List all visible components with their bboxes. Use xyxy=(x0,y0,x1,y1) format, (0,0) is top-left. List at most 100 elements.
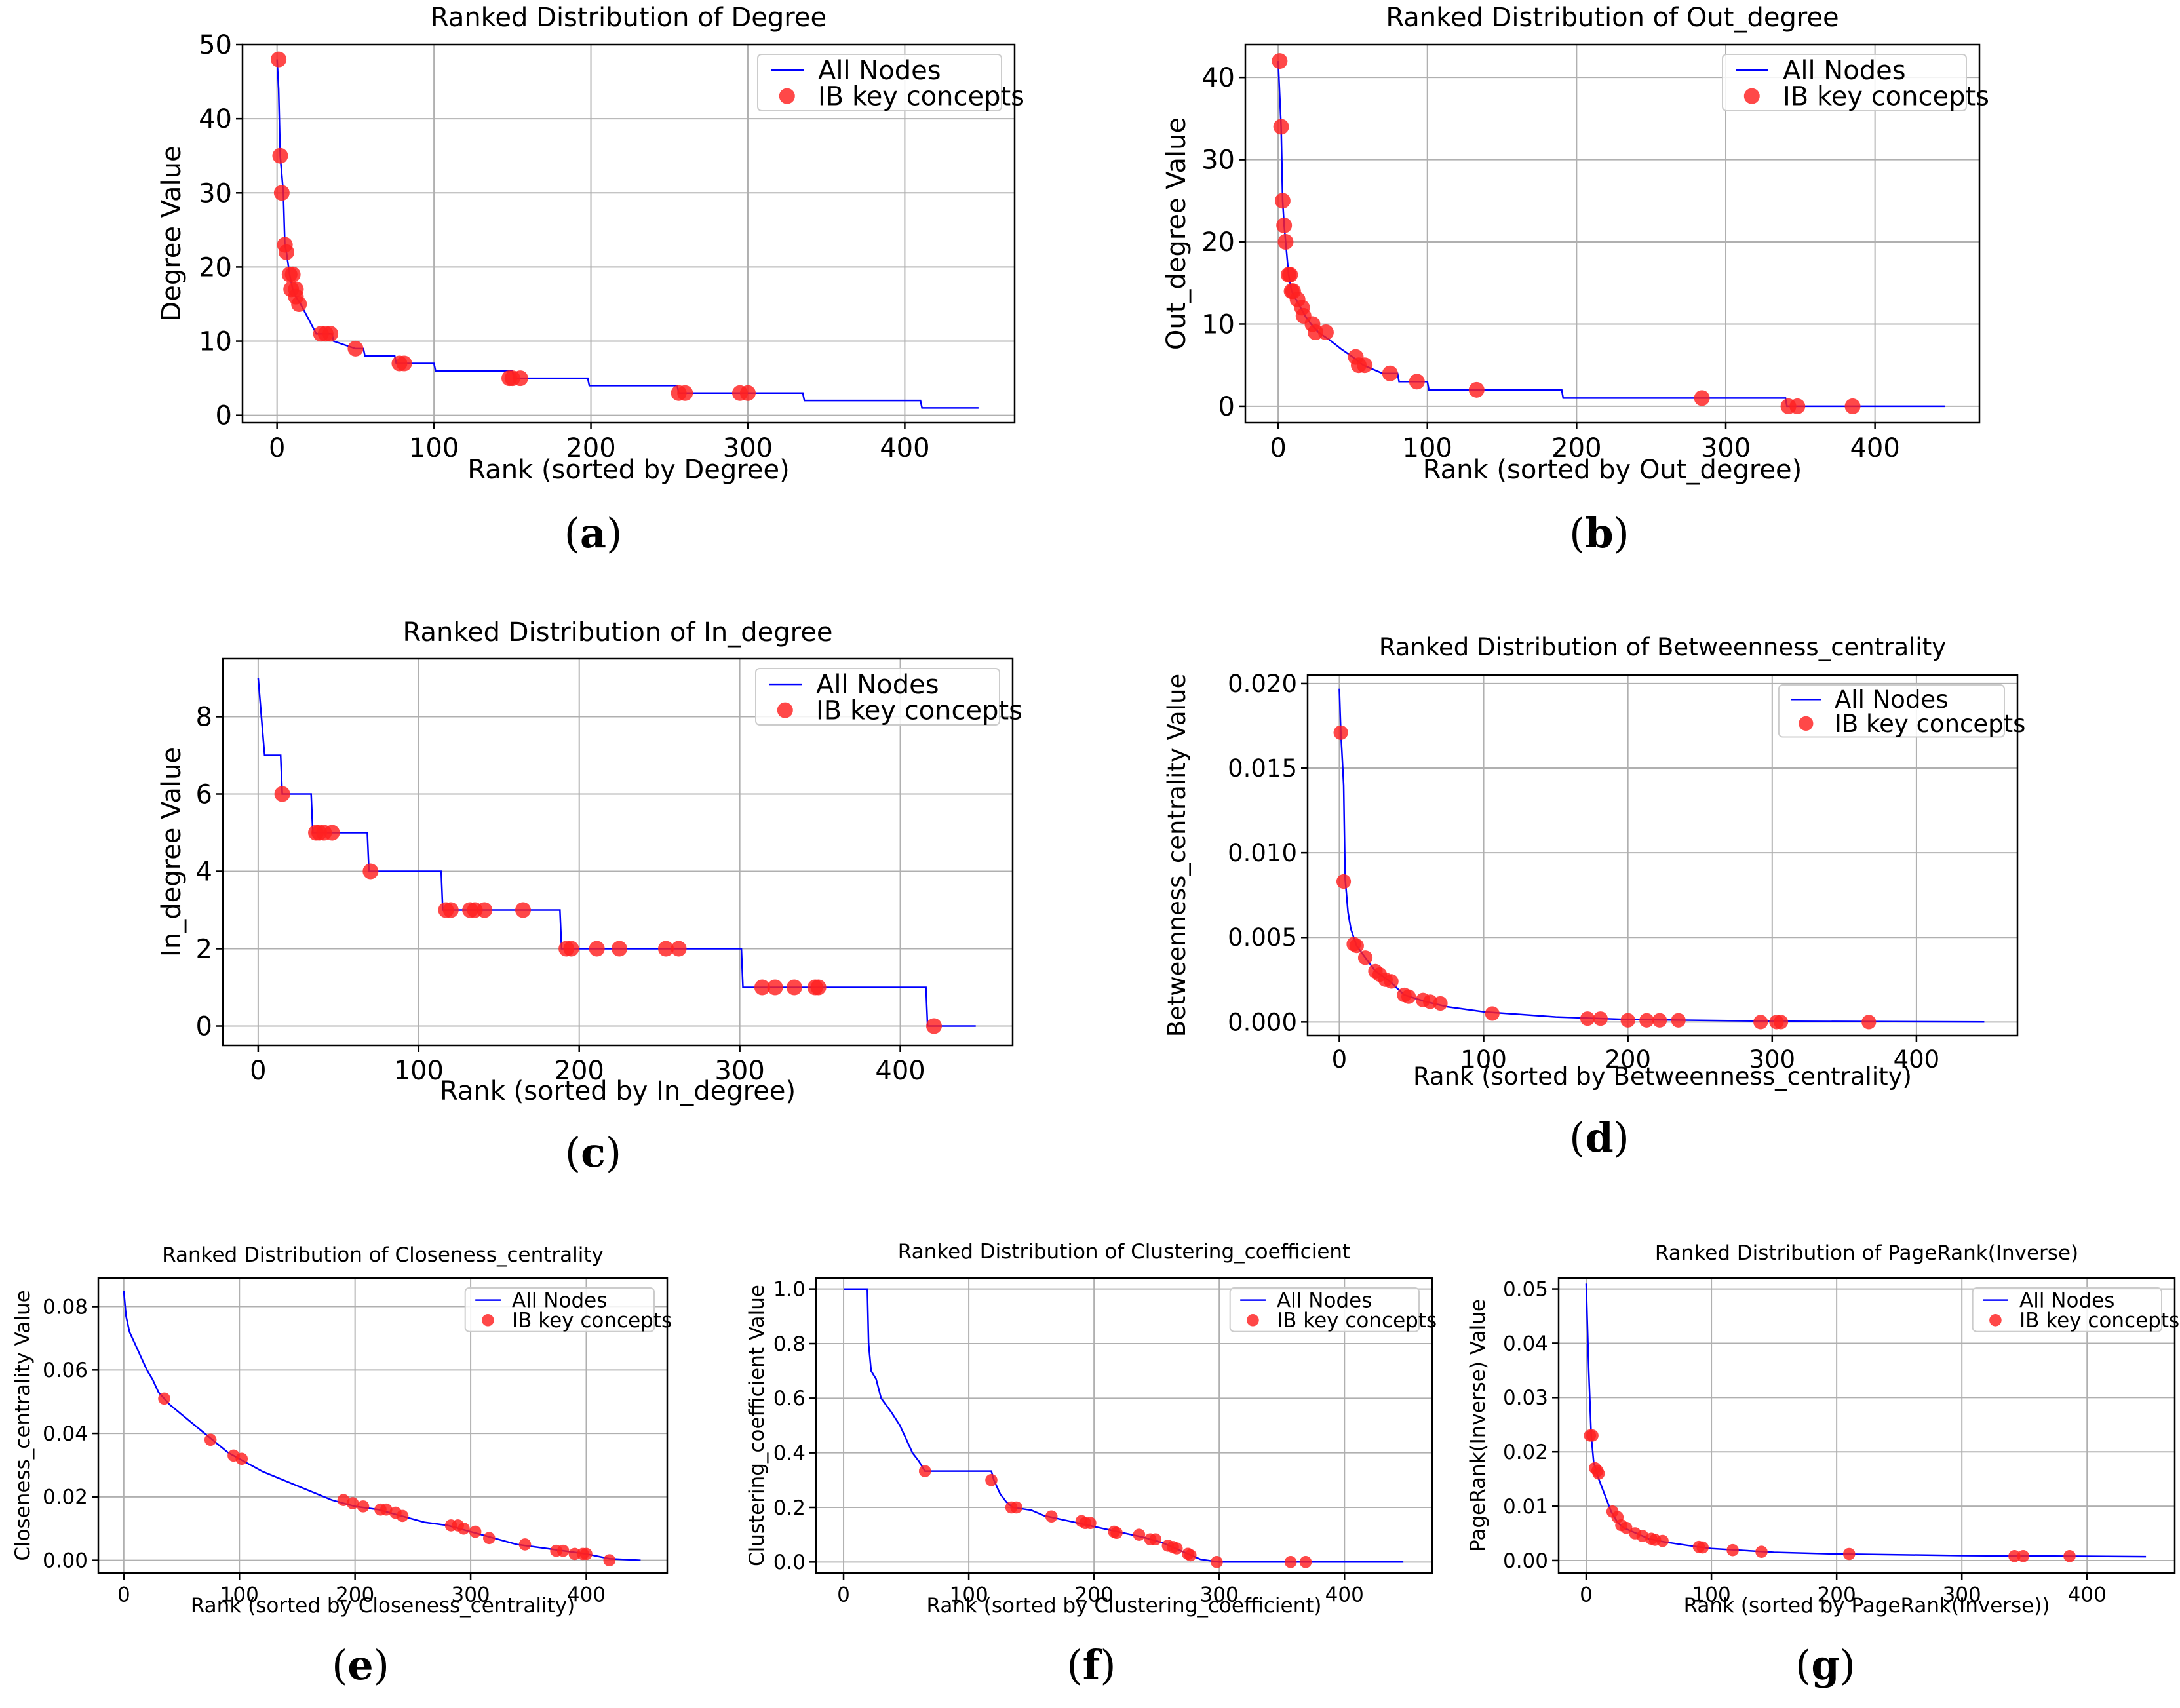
ib-key-concept-point xyxy=(347,340,364,357)
ib-key-concept-point xyxy=(2008,1550,2021,1562)
y-tick-label: 0.04 xyxy=(43,1422,88,1446)
panel-caption: (g) xyxy=(1795,1641,1856,1689)
x-tick-label: 0 xyxy=(1270,433,1286,463)
ib-key-concept-point xyxy=(457,1522,470,1535)
chart-title: Ranked Distribution of In_degree xyxy=(403,617,833,648)
ib-key-concept-point xyxy=(1652,1013,1667,1028)
y-tick-label: 0 xyxy=(216,401,232,431)
x-axis-label: Rank (sorted by Out_degree) xyxy=(1423,455,1802,485)
x-tick-label: 100 xyxy=(394,1056,444,1086)
x-tick-label: 0 xyxy=(250,1056,266,1086)
y-tick-label: 0 xyxy=(196,1012,212,1042)
panel-caption: (d) xyxy=(1569,1114,1629,1161)
x-tick-label: 300 xyxy=(1749,1045,1795,1074)
ib-key-concept-point xyxy=(271,51,287,68)
y-tick-label: 0.8 xyxy=(773,1332,806,1356)
legend-marker-swatch xyxy=(1247,1314,1259,1327)
ib-key-concept-point xyxy=(1299,1556,1312,1568)
y-tick-label: 0.4 xyxy=(773,1442,806,1465)
ib-key-concept-point xyxy=(469,1525,482,1538)
x-tick-label: 400 xyxy=(1850,433,1899,463)
y-tick-label: 0.01 xyxy=(1503,1495,1548,1519)
x-tick-label: 200 xyxy=(1551,433,1601,463)
legend-label-ib-key-concepts: IB key concepts xyxy=(818,82,1024,112)
ib-key-concept-point xyxy=(396,1509,409,1523)
ib-key-concept-point xyxy=(1084,1517,1097,1530)
y-tick-label: 0.08 xyxy=(43,1295,88,1319)
legend-label-ib-key-concepts: IB key concepts xyxy=(1783,82,1989,112)
ib-key-concept-point xyxy=(324,825,340,841)
ib-key-concept-point xyxy=(396,355,412,372)
x-tick-label: 300 xyxy=(451,1583,490,1606)
ib-key-concept-point xyxy=(1755,1545,1768,1558)
y-axis-label: PageRank(Inverse) Value xyxy=(1466,1299,1490,1552)
ib-key-concept-point xyxy=(1726,1543,1739,1557)
ib-key-concept-point xyxy=(273,185,290,201)
ib-key-concept-point xyxy=(918,1465,931,1477)
chart-panel-f: 0 100 200 300 400 0.0 0.2 0.4 0.6 0.8 1.0 Ranked Di… xyxy=(745,1240,1437,1689)
ib-key-concept-point xyxy=(515,902,531,918)
y-tick-label: 0.2 xyxy=(773,1496,806,1520)
legend-label-ib-key-concepts: IB key concepts xyxy=(1835,710,2025,738)
ib-key-concept-point xyxy=(1580,1011,1595,1026)
y-tick-label: 10 xyxy=(1201,309,1235,340)
chart-panel-a: 0 100 200 300 400 0 10 20 30 40 50 Ranked Distribut… xyxy=(157,3,1024,557)
all-nodes-series-line xyxy=(123,1291,641,1561)
y-tick-label: 40 xyxy=(1201,63,1235,93)
y-tick-label: 8 xyxy=(196,703,212,733)
legend-marker-swatch xyxy=(1799,716,1814,731)
y-tick-label: 50 xyxy=(199,30,232,60)
legend-label-all-nodes: All Nodes xyxy=(818,56,941,86)
panel-caption: (e) xyxy=(332,1641,389,1689)
ib-key-concept-point xyxy=(1401,989,1416,1004)
ib-key-concept-point xyxy=(284,266,301,282)
x-axis-label: Rank (sorted by In_degree) xyxy=(440,1076,796,1106)
legend-marker-swatch xyxy=(1989,1314,2002,1327)
ib-key-concept-point xyxy=(477,902,493,918)
legend-box xyxy=(1229,1287,1420,1332)
chart-panel-d: 0 100 200 300 400 0.000 0.005 0.010 0.015 0.020 Ra… xyxy=(1163,633,2025,1161)
x-tick-label: 100 xyxy=(409,433,459,463)
legend-label-ib-key-concepts: IB key concepts xyxy=(2019,1309,2179,1332)
panel-caption: (f) xyxy=(1066,1641,1116,1689)
x-tick-label: 400 xyxy=(875,1056,925,1086)
x-axis-label: Rank (sorted by PageRank(Inverse)) xyxy=(1684,1594,2050,1618)
ib-key-concept-point xyxy=(1773,1015,1789,1030)
x-tick-label: 400 xyxy=(2068,1583,2107,1606)
ib-key-concept-point xyxy=(322,326,339,342)
x-tick-label: 400 xyxy=(1325,1583,1364,1606)
y-tick-label: 0.06 xyxy=(43,1359,88,1382)
x-tick-label: 400 xyxy=(567,1583,606,1606)
ib-key-concept-point xyxy=(272,147,288,164)
ib-key-concept-point xyxy=(1671,1013,1686,1028)
x-tick-label: 200 xyxy=(1818,1583,1856,1606)
ib-key-concept-point xyxy=(2017,1550,2030,1562)
ib-key-concept-point xyxy=(1696,1541,1709,1554)
x-tick-label: 200 xyxy=(555,1056,604,1086)
y-tick-label: 0.6 xyxy=(773,1387,806,1410)
ib-key-concept-point xyxy=(657,941,674,957)
plot-frame xyxy=(815,1277,1433,1574)
y-tick-label: 0.015 xyxy=(1228,754,1297,783)
y-tick-label: 0.0 xyxy=(773,1551,806,1574)
ib-key-concept-point xyxy=(235,1452,248,1465)
y-tick-label: 0.000 xyxy=(1228,1008,1297,1036)
ib-key-concept-point xyxy=(483,1532,496,1545)
x-axis-label: Rank (sorted by Degree) xyxy=(467,455,789,485)
ib-key-concept-point xyxy=(1349,939,1364,954)
x-tick-label: 300 xyxy=(1200,1583,1239,1606)
ib-key-concept-point xyxy=(1149,1533,1162,1546)
x-axis-label: Rank (sorted by Closeness_centrality) xyxy=(191,1594,575,1618)
chart-panel-b: 0 100 200 300 400 0 10 20 30 40 Ranked Distributio… xyxy=(1161,3,1989,557)
ib-key-concept-point xyxy=(1357,357,1373,374)
y-tick-label: 40 xyxy=(199,104,232,134)
ib-key-concept-point xyxy=(158,1392,170,1405)
legend-box xyxy=(464,1287,655,1332)
legend-label-ib-key-concepts: IB key concepts xyxy=(512,1309,672,1332)
x-tick-label: 100 xyxy=(1460,1045,1507,1074)
ib-key-concept-point xyxy=(362,863,379,880)
ib-key-concept-point xyxy=(603,1554,616,1566)
